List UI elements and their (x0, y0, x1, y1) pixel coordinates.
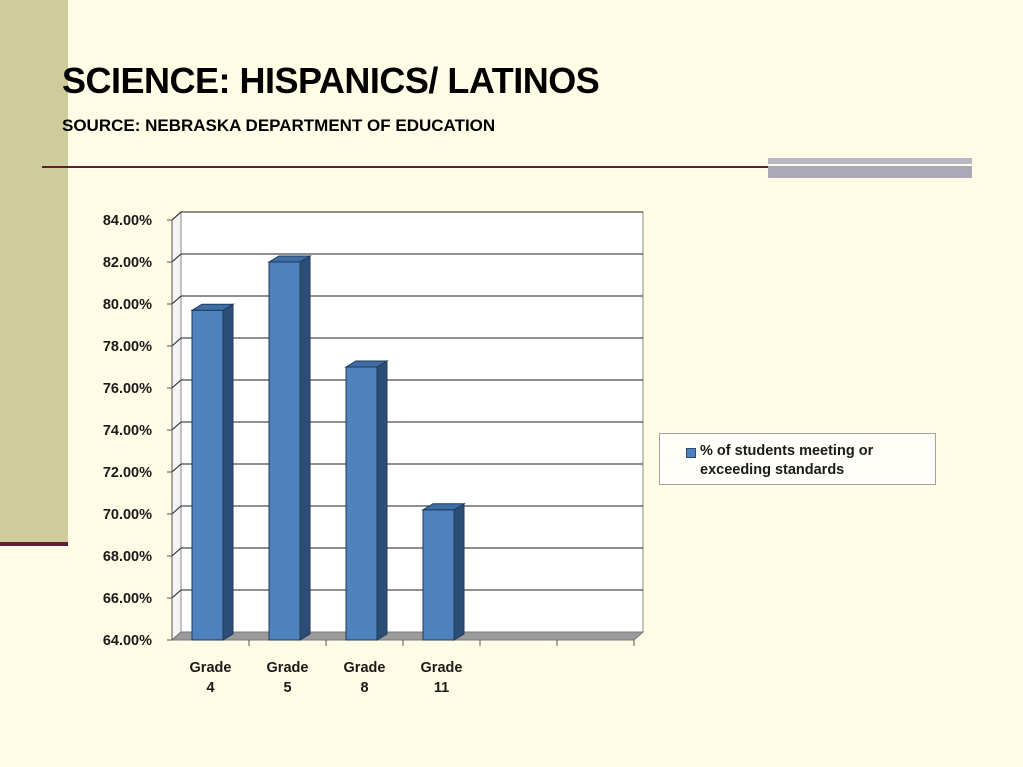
gridline-side (171, 547, 182, 557)
side-bar-rule (0, 542, 68, 546)
bar-side (453, 502, 465, 641)
y-tick-label: 64.00% (103, 633, 152, 649)
bar-side (222, 303, 234, 641)
gridline-side (171, 379, 182, 389)
y-tick-label: 80.00% (103, 297, 152, 313)
chart-floor (170, 631, 645, 641)
gridline-side (171, 211, 182, 221)
header-accent (768, 158, 972, 178)
legend-label: % of students meeting or exceeding stand… (700, 443, 874, 478)
y-tick-label: 66.00% (103, 591, 152, 607)
slide-subtitle: SOURCE: NEBRASKA DEPARTMENT OF EDUCATION (62, 116, 496, 135)
gridline-side (171, 337, 182, 347)
header-rule (42, 166, 972, 168)
y-tick-label: 70.00% (103, 507, 152, 523)
x-tick-label: 5 (283, 680, 291, 696)
y-tick-label: 72.00% (103, 465, 152, 481)
gridline-side (171, 421, 182, 431)
gridline-side (171, 589, 182, 599)
x-tick-label: 4 (206, 680, 214, 696)
y-tick-label: 68.00% (103, 549, 152, 565)
x-tick-label: Grade (267, 660, 309, 676)
y-tick-label: 78.00% (103, 339, 152, 355)
x-tick-label: Grade (344, 660, 386, 676)
bar-front (345, 366, 378, 641)
gridline-side (171, 505, 182, 515)
side-bar-decoration (0, 0, 68, 543)
x-tick-label: 8 (360, 680, 368, 696)
y-tick-label: 76.00% (103, 381, 152, 397)
gridline-side (171, 463, 182, 473)
y-tick-label: 74.00% (103, 423, 152, 439)
bar-side (299, 255, 311, 641)
bar-top (421, 503, 466, 511)
slide-title: SCIENCE: HISPANICS/ LATINOS (62, 60, 600, 101)
bar-front (191, 309, 224, 641)
bar-front (422, 509, 455, 641)
bar-top (190, 303, 235, 311)
chart-legend: % of students meeting or exceeding stand… (659, 433, 936, 485)
bar-side (376, 360, 388, 641)
x-tick-label: Grade (421, 660, 463, 676)
bar-top (267, 255, 312, 263)
bar-top (344, 360, 389, 368)
x-tick-label: Grade (190, 660, 232, 676)
y-tick-label: 84.00% (103, 213, 152, 229)
gridline-side (171, 253, 182, 263)
x-tick-label: 11 (434, 680, 449, 696)
y-tick-label: 82.00% (103, 255, 152, 271)
gridline-side (171, 295, 182, 305)
bar-front (268, 261, 301, 641)
legend-swatch (686, 448, 696, 458)
